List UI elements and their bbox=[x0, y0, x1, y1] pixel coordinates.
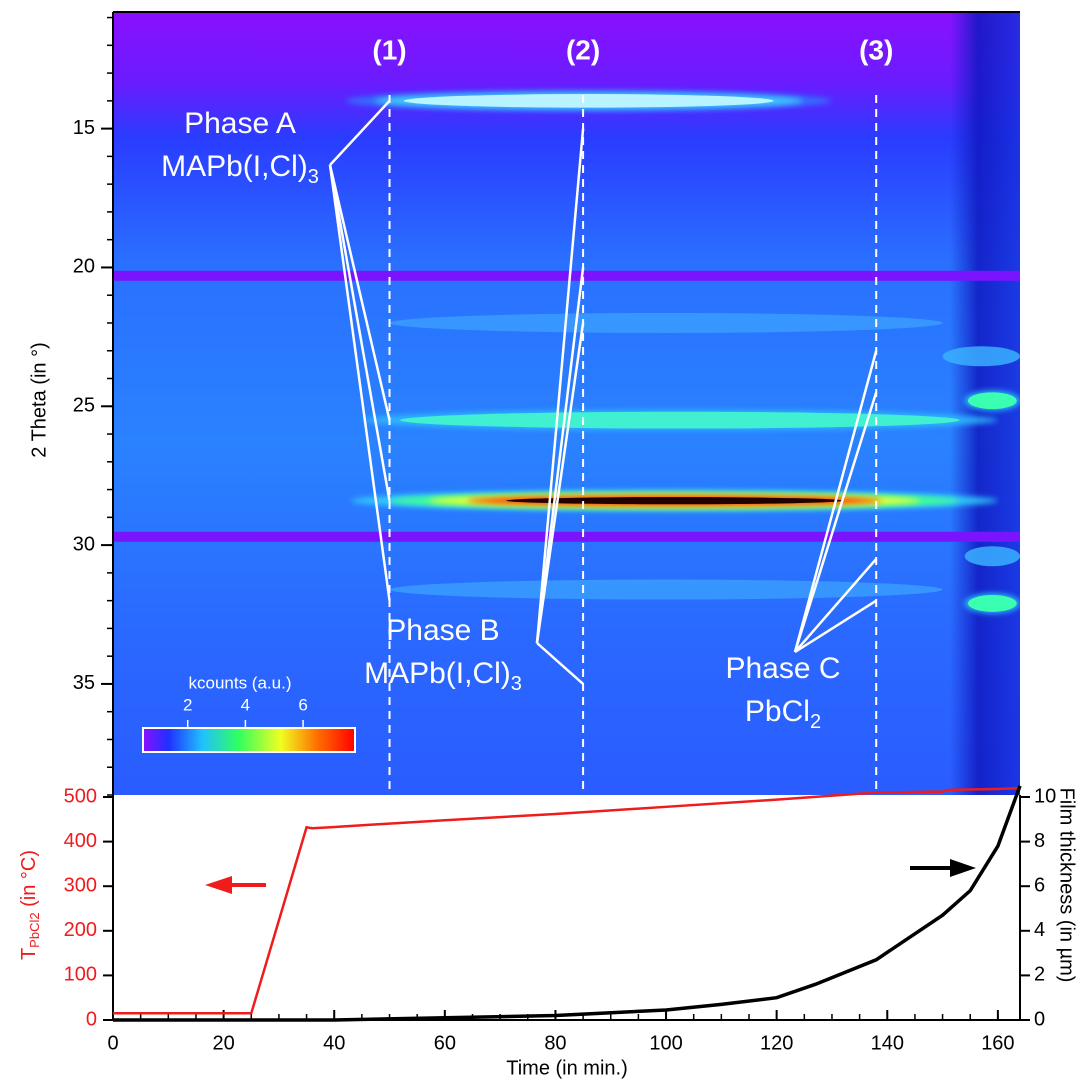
marker-label: (3) bbox=[859, 34, 893, 65]
phase-text: PbCl bbox=[745, 695, 810, 728]
y-tick-label: 200 bbox=[64, 919, 97, 941]
y2-tick-label: 8 bbox=[1034, 830, 1045, 852]
phase-text: MAPb(I,Cl) bbox=[161, 150, 308, 183]
y-axis-title-rest: (in °C) bbox=[18, 850, 40, 912]
y2-axis-title: Film thickness (in µm) bbox=[1056, 788, 1078, 983]
y-tick-label: 400 bbox=[64, 830, 97, 852]
leader-line bbox=[328, 164, 391, 501]
leader-line bbox=[793, 392, 878, 653]
y-tick-label: 25 bbox=[73, 395, 95, 417]
x-tick-label: 0 bbox=[107, 1032, 118, 1054]
phase-label: MAPb(I,Cl)3 bbox=[161, 150, 319, 188]
y-tick-label: 30 bbox=[73, 533, 95, 555]
series-line bbox=[113, 786, 1021, 1015]
phase-text: MAPb(I,Cl) bbox=[364, 657, 511, 690]
peak-streak bbox=[964, 546, 1020, 567]
phase-label: MAPb(I,Cl)3 bbox=[364, 657, 522, 695]
gap-band bbox=[113, 531, 1020, 542]
peak-streak bbox=[403, 94, 774, 108]
y2-tick-label: 4 bbox=[1034, 919, 1045, 941]
x-tick-label: 20 bbox=[212, 1032, 234, 1054]
y-axis-title: TPbCl2 (in °C) bbox=[18, 850, 42, 960]
y-tick-label: 500 bbox=[64, 785, 97, 807]
leader-line bbox=[794, 558, 878, 653]
leader-line bbox=[328, 164, 391, 601]
phase-label: Phase A bbox=[184, 107, 296, 140]
peak-streak bbox=[942, 346, 1020, 367]
peak-streak bbox=[968, 392, 1017, 410]
phase-label: PbCl2 bbox=[745, 695, 821, 733]
phase-text: Phase A bbox=[184, 107, 296, 140]
peak-streak bbox=[506, 497, 843, 505]
colorbar-tick-label: 2 bbox=[183, 695, 192, 714]
phase-label: Phase C bbox=[725, 652, 840, 685]
phase-subscript: 2 bbox=[810, 711, 821, 733]
y2-tick-label: 0 bbox=[1034, 1008, 1045, 1030]
y-tick-label: 0 bbox=[86, 1008, 97, 1030]
y-tick-label: 20 bbox=[73, 256, 95, 278]
y-tick-label: 300 bbox=[64, 874, 97, 896]
phase-text: Phase C bbox=[725, 652, 840, 685]
colorbar bbox=[142, 727, 356, 753]
arrow-head bbox=[205, 876, 232, 894]
phase-label: Phase B bbox=[386, 614, 499, 647]
x-tick-label: 40 bbox=[323, 1032, 345, 1054]
x-tick-label: 100 bbox=[649, 1032, 682, 1054]
leader-line bbox=[793, 350, 878, 653]
colorbar-tick-label: 6 bbox=[298, 695, 307, 714]
x-axis-title: Time (in min.) bbox=[506, 1057, 627, 1079]
x-tick-label: 160 bbox=[981, 1032, 1014, 1054]
phase-subscript: 3 bbox=[308, 166, 319, 188]
leader-line bbox=[328, 164, 391, 421]
leader-line bbox=[535, 267, 585, 644]
x-tick-label: 120 bbox=[760, 1032, 793, 1054]
marker-label: (1) bbox=[372, 34, 406, 65]
leader-line bbox=[535, 322, 585, 644]
phase-subscript: 3 bbox=[511, 673, 522, 695]
heatmap bbox=[113, 12, 1020, 795]
colorbar-tick-label: 4 bbox=[241, 695, 250, 714]
phase-text: Phase B bbox=[386, 614, 499, 647]
x-tick-label: 60 bbox=[434, 1032, 456, 1054]
gap-band bbox=[113, 270, 1020, 281]
y-axis-title: 2 Theta (in °) bbox=[28, 342, 50, 457]
y-tick-label: 100 bbox=[64, 964, 97, 986]
y-tick-label: 35 bbox=[73, 672, 95, 694]
marker-label: (2) bbox=[566, 34, 600, 65]
colorbar-title: kcounts (a.u.) bbox=[189, 673, 292, 692]
y-axis-title-sub: PbCl2 bbox=[27, 912, 42, 947]
series-line bbox=[113, 785, 1022, 1022]
peak-streak bbox=[389, 579, 943, 600]
y2-tick-label: 2 bbox=[1034, 964, 1045, 986]
y2-tick-label: 6 bbox=[1034, 874, 1045, 896]
arrow-head bbox=[950, 859, 976, 877]
peak-streak bbox=[968, 595, 1017, 612]
peak-streak bbox=[389, 312, 943, 333]
leader-line bbox=[794, 599, 877, 654]
leader-line bbox=[329, 100, 391, 166]
y2-tick-label: 10 bbox=[1034, 785, 1056, 807]
x-tick-label: 140 bbox=[871, 1032, 904, 1054]
peak-streak bbox=[400, 411, 960, 429]
leader-line bbox=[535, 128, 585, 644]
x-tick-label: 80 bbox=[544, 1032, 566, 1054]
y-axis-title-main: T bbox=[18, 948, 40, 960]
leader-line bbox=[536, 642, 584, 685]
y-tick-label: 15 bbox=[73, 117, 95, 139]
